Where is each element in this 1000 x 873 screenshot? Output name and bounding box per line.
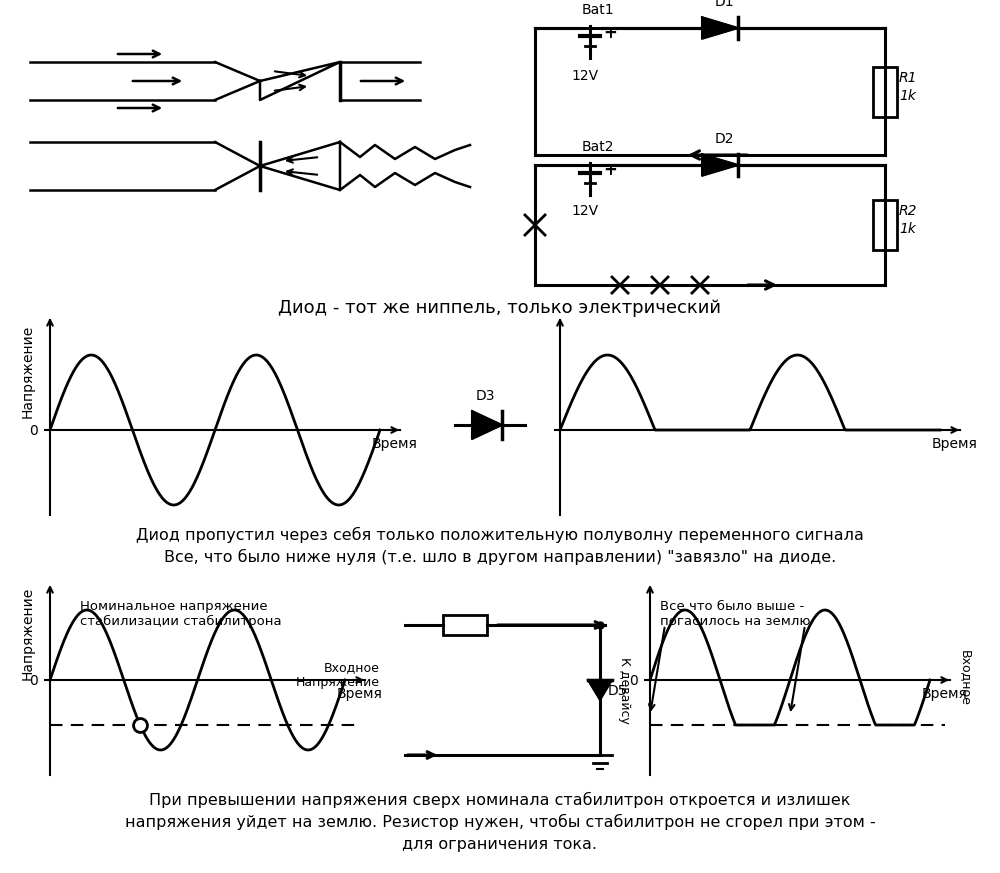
Text: Время: Время — [337, 687, 383, 701]
Bar — [873, 200, 897, 250]
Text: Напряжение: Напряжение — [21, 325, 35, 418]
Text: 1k: 1k — [899, 88, 916, 102]
Text: R2: R2 — [899, 204, 918, 218]
Text: D5: D5 — [608, 684, 628, 698]
Text: Диод - тот же ниппель, только электрический: Диод - тот же ниппель, только электричес… — [278, 299, 722, 317]
Text: 12V: 12V — [571, 69, 599, 83]
Text: R1: R1 — [899, 71, 918, 85]
Polygon shape — [702, 155, 738, 175]
Text: Напряжение: Напряжение — [21, 588, 35, 680]
Text: 0: 0 — [29, 674, 38, 688]
Polygon shape — [260, 62, 340, 100]
Text: D1: D1 — [715, 0, 735, 9]
Text: 12V: 12V — [571, 204, 599, 218]
Text: Все, что было ниже нуля (т.е. шло в другом направлении) "завязло" на диоде.: Все, что было ниже нуля (т.е. шло в друг… — [164, 549, 836, 565]
Bar — [443, 615, 487, 635]
Text: К девайсу: К девайсу — [618, 656, 632, 724]
Bar — [873, 66, 897, 116]
Text: Номинальное напряжение
стабилизации стабилитрона: Номинальное напряжение стабилизации стаб… — [80, 600, 282, 628]
Text: напряжения уйдет на землю. Резистор нужен, чтобы стабилитрон не сгорел при этом : напряжения уйдет на землю. Резистор нуже… — [125, 814, 875, 830]
Text: При превышении напряжения сверх номинала стабилитрон откроется и излишек: При превышении напряжения сверх номинала… — [149, 792, 851, 808]
Text: Bat1: Bat1 — [582, 3, 615, 17]
Text: для ограничения тока.: для ограничения тока. — [402, 836, 598, 851]
Text: Все что было выше -
погасилось на землю: Все что было выше - погасилось на землю — [660, 600, 810, 628]
Text: Входное
Напряжение: Входное Напряжение — [296, 661, 380, 689]
Text: D3: D3 — [475, 389, 495, 403]
Text: Bat2: Bat2 — [582, 140, 614, 154]
Polygon shape — [472, 411, 502, 439]
Text: Время: Время — [932, 437, 978, 451]
Text: 0: 0 — [29, 424, 38, 438]
Polygon shape — [588, 680, 612, 700]
Text: Время: Время — [372, 437, 418, 451]
Text: Диод пропустил через себя только положительную полуволну переменного сигнала: Диод пропустил через себя только положит… — [136, 527, 864, 543]
Text: +: + — [603, 161, 617, 179]
Text: 0: 0 — [629, 674, 638, 688]
Polygon shape — [260, 142, 340, 190]
Polygon shape — [702, 17, 738, 38]
Text: Время: Время — [922, 687, 968, 701]
Text: D2: D2 — [715, 132, 734, 146]
Text: 1k: 1k — [899, 222, 916, 236]
Text: Входное: Входное — [958, 650, 972, 705]
Text: +: + — [603, 24, 617, 42]
